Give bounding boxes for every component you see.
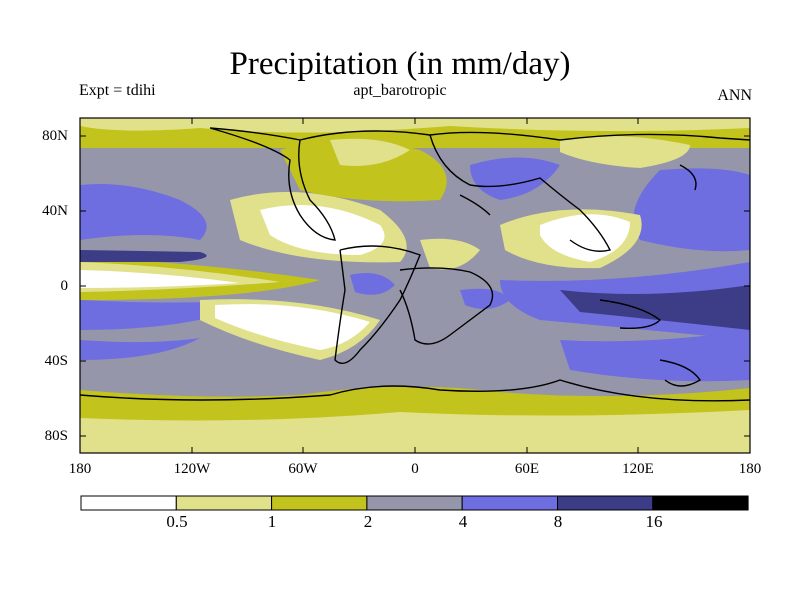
x-tick-180w: 180: [68, 461, 92, 477]
plot-title: Precipitation (in mm/day): [229, 46, 571, 82]
x-tick-60e: 60E: [514, 461, 540, 477]
legend-label-0.5: 0.5: [166, 512, 188, 531]
legend-label-16: 16: [645, 512, 663, 531]
y-tick-80n: 80N: [42, 128, 68, 144]
y-tick-40n: 40N: [42, 203, 68, 219]
legend-box-1: [175, 495, 273, 511]
coastlines: [80, 127, 750, 402]
x-tick-180e: 180: [738, 461, 762, 477]
map-field: [80, 118, 750, 453]
case-name-label: apt_barotropic: [353, 82, 447, 99]
x-tick-0: 0: [411, 461, 419, 477]
y-tick-80s: 80S: [44, 428, 68, 444]
legend-box-3: [366, 495, 463, 511]
legend-box-4: [461, 495, 559, 511]
season-label: ANN: [717, 87, 752, 104]
legend-box-6: [652, 495, 749, 511]
axis-ticks: [80, 118, 750, 453]
legend-label-4: 4: [458, 512, 468, 531]
experiment-label: Expt = tdihi: [79, 82, 156, 99]
y-tick-0: 0: [60, 278, 69, 294]
legend-label-2: 2: [363, 512, 373, 531]
legend-box-5: [557, 495, 654, 511]
legend-color-bar: [80, 495, 749, 511]
legend-box-2: [271, 495, 368, 511]
legend-label-1: 1: [267, 512, 277, 531]
y-tick-40s: 40S: [44, 353, 68, 369]
x-tick-120w: 120W: [173, 461, 211, 477]
legend-label-8: 8: [553, 512, 563, 531]
x-tick-60w: 60W: [288, 461, 318, 477]
legend-box-0: [80, 495, 177, 511]
x-tick-120e: 120E: [622, 461, 654, 477]
